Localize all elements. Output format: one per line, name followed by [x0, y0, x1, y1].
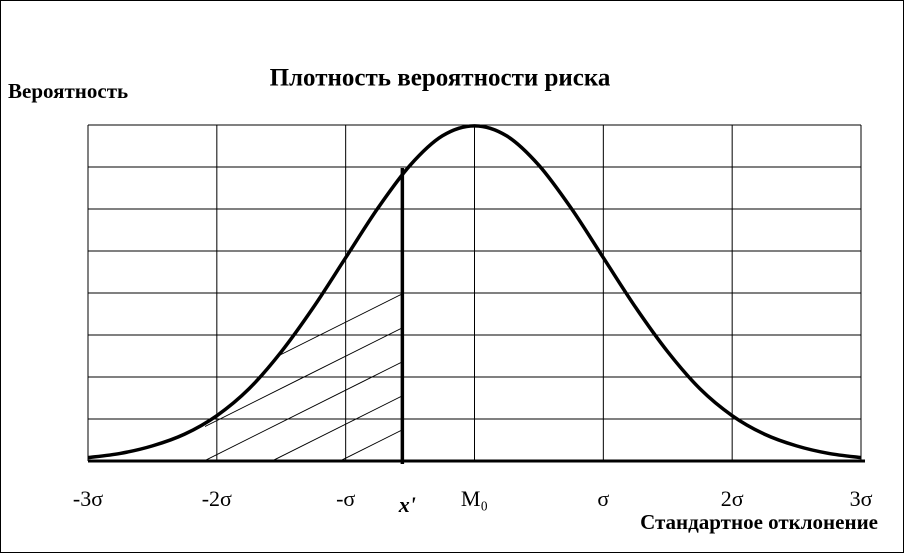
x-axis-label: Стандартное отклонение [640, 510, 878, 534]
chart-title: Плотность вероятности риска [270, 65, 611, 92]
x-tick-label: 2σ [721, 486, 744, 511]
hatch-line [205, 252, 403, 461]
y-axis-label: Вероятность [8, 79, 128, 103]
hatch-line [205, 252, 403, 461]
marker-label: x' [398, 492, 416, 517]
density-curve [87, 124, 862, 460]
x-tick-label: M₀ [461, 486, 488, 511]
x-tick-label: -3σ [73, 486, 103, 511]
x-tick-label: -2σ [202, 486, 232, 511]
x-tick-label: -σ [336, 486, 355, 511]
x-tick-label: 3σ [850, 486, 873, 511]
hatch-line [267, 252, 403, 461]
x-tick-label: σ [597, 486, 609, 511]
